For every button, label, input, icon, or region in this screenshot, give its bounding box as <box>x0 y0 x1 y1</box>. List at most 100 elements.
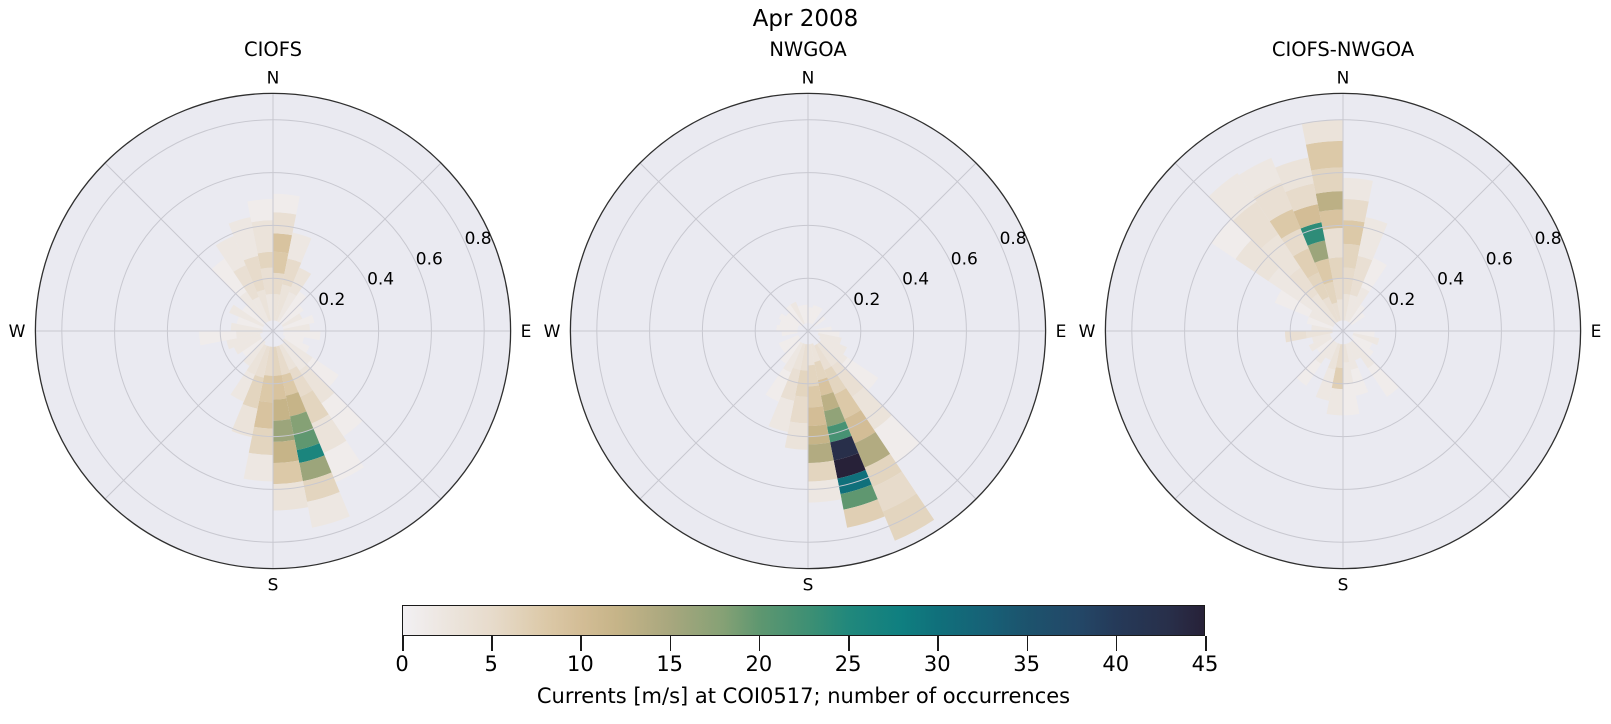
histogram-cell <box>311 414 347 453</box>
histogram-cell <box>792 343 806 370</box>
histogram-cell <box>1269 209 1301 239</box>
histogram-cell <box>776 324 798 331</box>
histogram-cell <box>830 435 859 461</box>
colorbar-tick <box>491 636 493 651</box>
histogram-cell <box>824 366 847 395</box>
histogram-cell <box>273 439 299 463</box>
histogram-cell <box>302 472 340 502</box>
histogram-cell <box>285 391 307 417</box>
histogram-cell <box>289 366 313 397</box>
histogram-cell <box>1328 257 1343 280</box>
histogram-cell <box>811 306 823 325</box>
rose-chart-ciofs-nwgoa: 0.2 0.4 0.6 0.8 N E S W <box>1073 61 1611 601</box>
histogram-cell <box>1285 183 1318 212</box>
histogram-cell <box>874 415 921 463</box>
histogram-cell <box>819 339 848 365</box>
histogram-cell <box>1315 340 1336 364</box>
histogram-cell <box>814 360 828 381</box>
histogram-cell <box>282 338 313 365</box>
histogram-cell <box>233 336 263 355</box>
compass-label-w: W <box>1079 322 1096 342</box>
histogram-cell <box>280 304 304 326</box>
histogram-cell <box>248 426 273 456</box>
histogram-cell <box>1345 294 1358 322</box>
histogram-cell <box>1311 324 1333 331</box>
histogram-cell <box>1305 140 1343 171</box>
histogram-cell <box>808 406 827 427</box>
histogram-cell <box>800 343 808 371</box>
colorbar-tick <box>669 636 672 651</box>
histogram-cell <box>264 346 273 376</box>
colorbar-tick-label: 20 <box>745 652 773 676</box>
compass-label-w: W <box>9 322 26 342</box>
histogram-cell <box>765 368 791 402</box>
histogram-cell <box>251 220 273 254</box>
histogram-cell <box>256 289 271 322</box>
histogram-cell <box>273 294 281 321</box>
histogram-cell <box>1211 218 1252 260</box>
histogram-cell <box>306 491 350 528</box>
histogram-cell <box>1350 340 1375 369</box>
histogram-cell <box>781 336 801 354</box>
histogram-cell <box>278 291 307 324</box>
histogram-cell <box>242 338 264 358</box>
polar-grid <box>35 93 511 569</box>
histogram-cell <box>1343 243 1360 269</box>
rose-svg-ciofs-nwgoa: 0.2 0.4 0.6 0.8 N E S W <box>1079 68 1602 595</box>
colorbar-tick <box>580 636 582 651</box>
histogram-cells <box>199 193 364 528</box>
colorbar-tick-label: 30 <box>923 652 951 676</box>
histogram-cell <box>1322 228 1343 259</box>
histogram-cell <box>236 331 263 339</box>
histogram-cell <box>242 374 264 409</box>
histogram-cell <box>814 344 832 371</box>
colorbar-tick <box>1205 636 1207 651</box>
histogram-cell <box>231 404 258 438</box>
histogram-cell <box>1350 255 1373 297</box>
histogram-cell <box>1314 258 1334 285</box>
histogram-cell <box>1367 362 1399 397</box>
histogram-cell <box>1327 343 1341 370</box>
histogram-cell <box>1208 172 1257 221</box>
histogram-cell <box>808 442 834 463</box>
histogram-cell <box>1311 293 1338 324</box>
polar-spine <box>34 92 512 570</box>
histogram-cell <box>797 305 807 324</box>
histogram-cell <box>243 255 265 292</box>
histogram-cell <box>273 398 291 421</box>
histogram-cell <box>1352 333 1380 346</box>
histogram-cell <box>1260 234 1301 277</box>
histogram-cell <box>808 478 842 503</box>
histogram-cell <box>808 364 819 387</box>
colorbar-gradient <box>402 605 1205 636</box>
compass-label-s: S <box>268 576 279 596</box>
histogram-cell <box>282 333 305 344</box>
histogram-cell <box>289 267 312 296</box>
histogram-cell <box>321 392 363 437</box>
compass-label-n: N <box>267 68 280 88</box>
histogram-cell <box>273 233 293 254</box>
histogram-cell <box>281 313 303 327</box>
histogram-cell <box>1336 299 1343 321</box>
histogram-cell <box>813 316 826 327</box>
colorbar-label: Currents [m/s] at COI0517; number of occ… <box>536 684 1071 708</box>
colorbar-tick-label: 15 <box>656 652 684 676</box>
r-tick-label: 0.2 <box>1388 290 1415 310</box>
histogram-cell <box>283 336 310 353</box>
histogram-cell <box>283 331 321 341</box>
histogram-cell <box>1353 331 1375 338</box>
histogram-cell <box>1343 199 1369 223</box>
polar-spine <box>1104 92 1582 570</box>
histogram-cell <box>1345 343 1359 370</box>
rose-chart-ciofs: 0.2 0.4 0.6 0.8 N E S W <box>3 61 543 601</box>
compass-label-n: N <box>1337 68 1350 88</box>
histogram-cell <box>768 396 795 432</box>
histogram-cell <box>808 343 815 366</box>
histogram-cell <box>1307 272 1329 301</box>
r-tick-label: 0.4 <box>902 270 929 290</box>
histogram-cell <box>287 232 312 263</box>
colorbar-tick-label: 5 <box>484 652 498 676</box>
histogram-cell <box>1315 367 1336 401</box>
histogram-cell <box>831 360 864 397</box>
histogram-cell <box>1350 312 1365 326</box>
